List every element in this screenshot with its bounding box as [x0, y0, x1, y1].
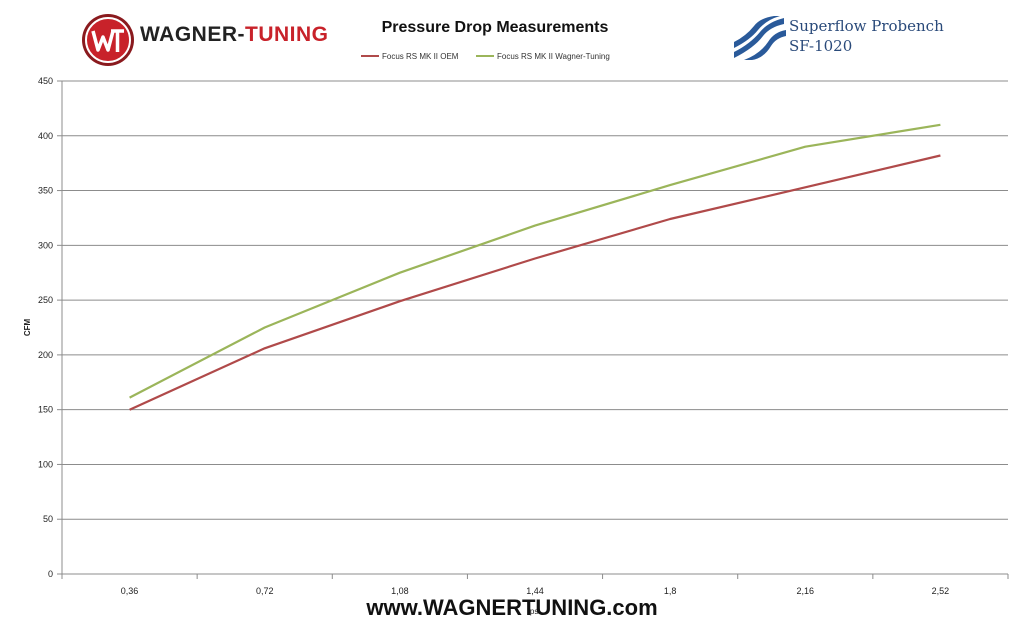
wagner-brand-name: WAGNER-TUNING [140, 23, 329, 47]
x-axis-label: psi [530, 607, 540, 616]
x-tick-label: 0,72 [256, 586, 274, 596]
series-line-2 [129, 123, 941, 399]
y-tick-label: 450 [38, 76, 53, 86]
x-tick-label: 1,44 [526, 586, 544, 596]
x-tick-label: 1,8 [664, 586, 677, 596]
wagner-brand-part1: WAGNER- [140, 23, 245, 46]
superflow-brand-line2: SF-1020 [789, 37, 853, 55]
series-line-1 [129, 154, 941, 411]
chart-series [129, 123, 941, 411]
y-tick-label: 400 [38, 131, 53, 141]
y-tick-label: 200 [38, 350, 53, 360]
x-tick-label: 1,08 [391, 586, 409, 596]
y-tick-label: 150 [38, 405, 53, 415]
x-tick-label: 2,52 [932, 586, 950, 596]
superflow-brand-line1: Superflow Probench [789, 17, 944, 35]
wagner-brand-part2: TUNING [245, 23, 329, 46]
chart-axes: 0 50 100 150 200 250 300 350 400 450 0,36 0,72 1,08 1… [23, 76, 1009, 616]
chart-grid [62, 80, 1008, 520]
legend-label-1: Focus RS MK II OEM [382, 52, 459, 61]
x-tick-label: 0,36 [121, 586, 139, 596]
y-tick-label: 0 [48, 569, 53, 579]
chart-title: Pressure Drop Measurements [381, 19, 609, 36]
y-tick-label: 300 [38, 240, 53, 250]
footer-url: www.WAGNERTUNING.com [366, 595, 658, 620]
y-tick-label: 250 [38, 295, 53, 305]
wagner-logo-icon [82, 14, 134, 66]
wagner-tuning-logo [80, 12, 310, 68]
y-tick-label: 350 [38, 186, 53, 196]
y-tick-label: 100 [38, 459, 53, 469]
superflow-logo [730, 14, 786, 60]
chart-legend: Focus RS MK II OEM Focus RS MK II Wagner-… [361, 52, 610, 61]
y-axis-label: CFM [23, 319, 32, 337]
superflow-logo-icon [730, 14, 786, 60]
y-tick-label: 50 [43, 514, 53, 524]
legend-label-2: Focus RS MK II Wagner-Tuning [497, 52, 610, 61]
x-tick-label: 2,16 [797, 586, 815, 596]
superflow-brand: Superflow Probench SF-1020 [789, 16, 944, 56]
